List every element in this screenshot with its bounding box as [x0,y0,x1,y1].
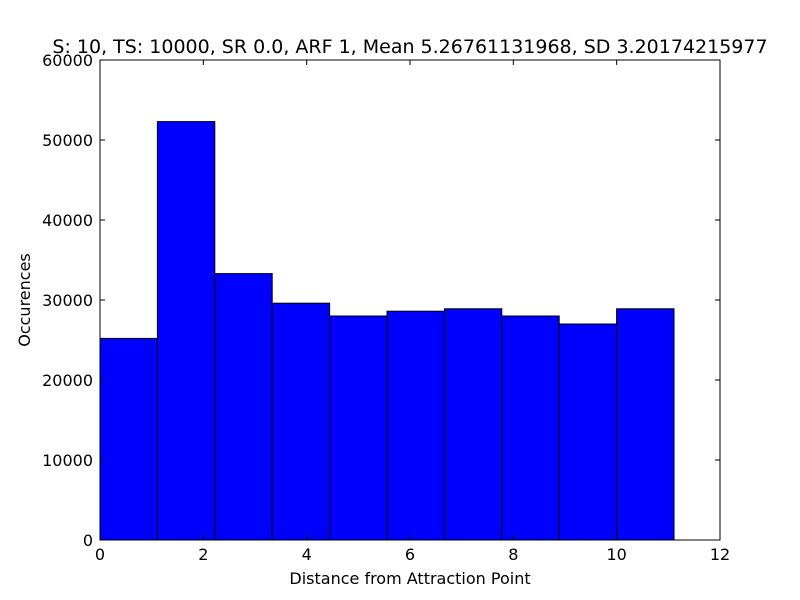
x-tick-label: 2 [198,545,208,564]
x-tick-label: 12 [710,545,730,564]
bars-group [99,121,675,541]
y-tick-label: 50000 [42,131,93,150]
histogram-bar [99,337,158,541]
y-tick-label: 20000 [42,371,93,390]
y-axis-ticks: 0 10000 20000 30000 40000 50000 60000 [42,51,720,550]
y-tick-label: 10000 [42,451,93,470]
x-tick-label: 4 [302,545,312,564]
histogram-bar [271,302,331,541]
y-tick-label: 40000 [42,211,93,230]
y-tick-label: 60000 [42,51,93,70]
histogram-bar [501,315,560,541]
histogram-bar [616,308,675,541]
histogram-bar [156,121,216,541]
x-axis-ticks: 0 2 4 6 8 10 12 [95,60,730,564]
y-axis-label: Occurences [15,253,34,347]
y-tick-label: 0 [83,531,93,550]
x-tick-label: 0 [95,545,105,564]
chart-title: S: 10, TS: 10000, SR 0.0, ARF 1, Mean 5.… [52,36,767,58]
histogram-bar [558,323,618,541]
x-tick-label: 10 [606,545,626,564]
histogram-bar [214,273,273,541]
y-tick-label: 30000 [42,291,93,310]
x-axis-label: Distance from Attraction Point [289,569,530,588]
x-tick-label: 8 [508,545,518,564]
x-tick-label: 6 [405,545,415,564]
histogram-bar [386,310,445,541]
histogram-bar [329,315,388,541]
histogram-bar [443,308,503,541]
